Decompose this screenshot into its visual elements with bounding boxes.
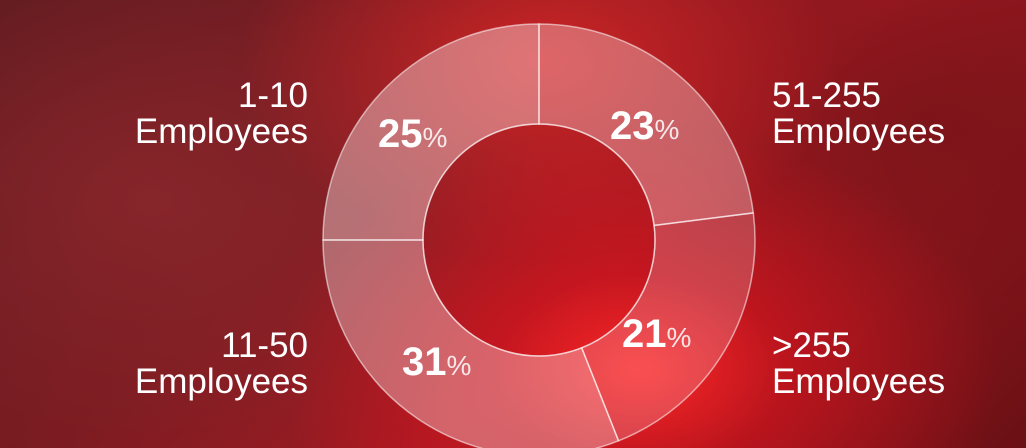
slice-value-label-1-10: 25%	[378, 112, 447, 157]
percent-sign: %	[666, 322, 692, 353]
donut-inner-ring	[422, 123, 656, 357]
slice-value: 23	[610, 104, 655, 148]
category-label-range: 1-10	[237, 76, 308, 115]
percent-sign: %	[446, 350, 472, 381]
category-label-1-10: 1-10 Employees	[135, 78, 308, 150]
category-label-unit: Employees	[772, 112, 946, 151]
donut-slice-51-255	[538, 23, 755, 227]
percent-sign: %	[654, 114, 680, 145]
category-label-unit: Employees	[134, 362, 308, 401]
category-label-unit: Employees	[134, 112, 308, 151]
donut-slice-over-255	[580, 212, 756, 442]
percent-sign: %	[422, 122, 448, 153]
category-label-11-50: 11-50 Employees	[135, 328, 308, 400]
category-label-range: 51-255	[772, 76, 881, 115]
category-label-over-255: >255 Employees	[772, 328, 945, 400]
slice-value-label-51-255: 23%	[610, 104, 679, 149]
donut-slice-11-50	[322, 239, 620, 448]
category-label-51-255: 51-255 Employees	[772, 78, 945, 150]
slice-value: 25	[378, 112, 423, 156]
donut-slice-1-10	[322, 23, 540, 241]
slice-value: 21	[622, 312, 667, 356]
slice-value-label-11-50: 31%	[402, 340, 471, 385]
category-label-range: 11-50	[221, 326, 308, 365]
category-label-range: >255	[772, 326, 851, 365]
slice-value: 31	[402, 340, 447, 384]
category-label-unit: Employees	[772, 362, 946, 401]
slice-value-label-over-255: 21%	[622, 312, 691, 357]
